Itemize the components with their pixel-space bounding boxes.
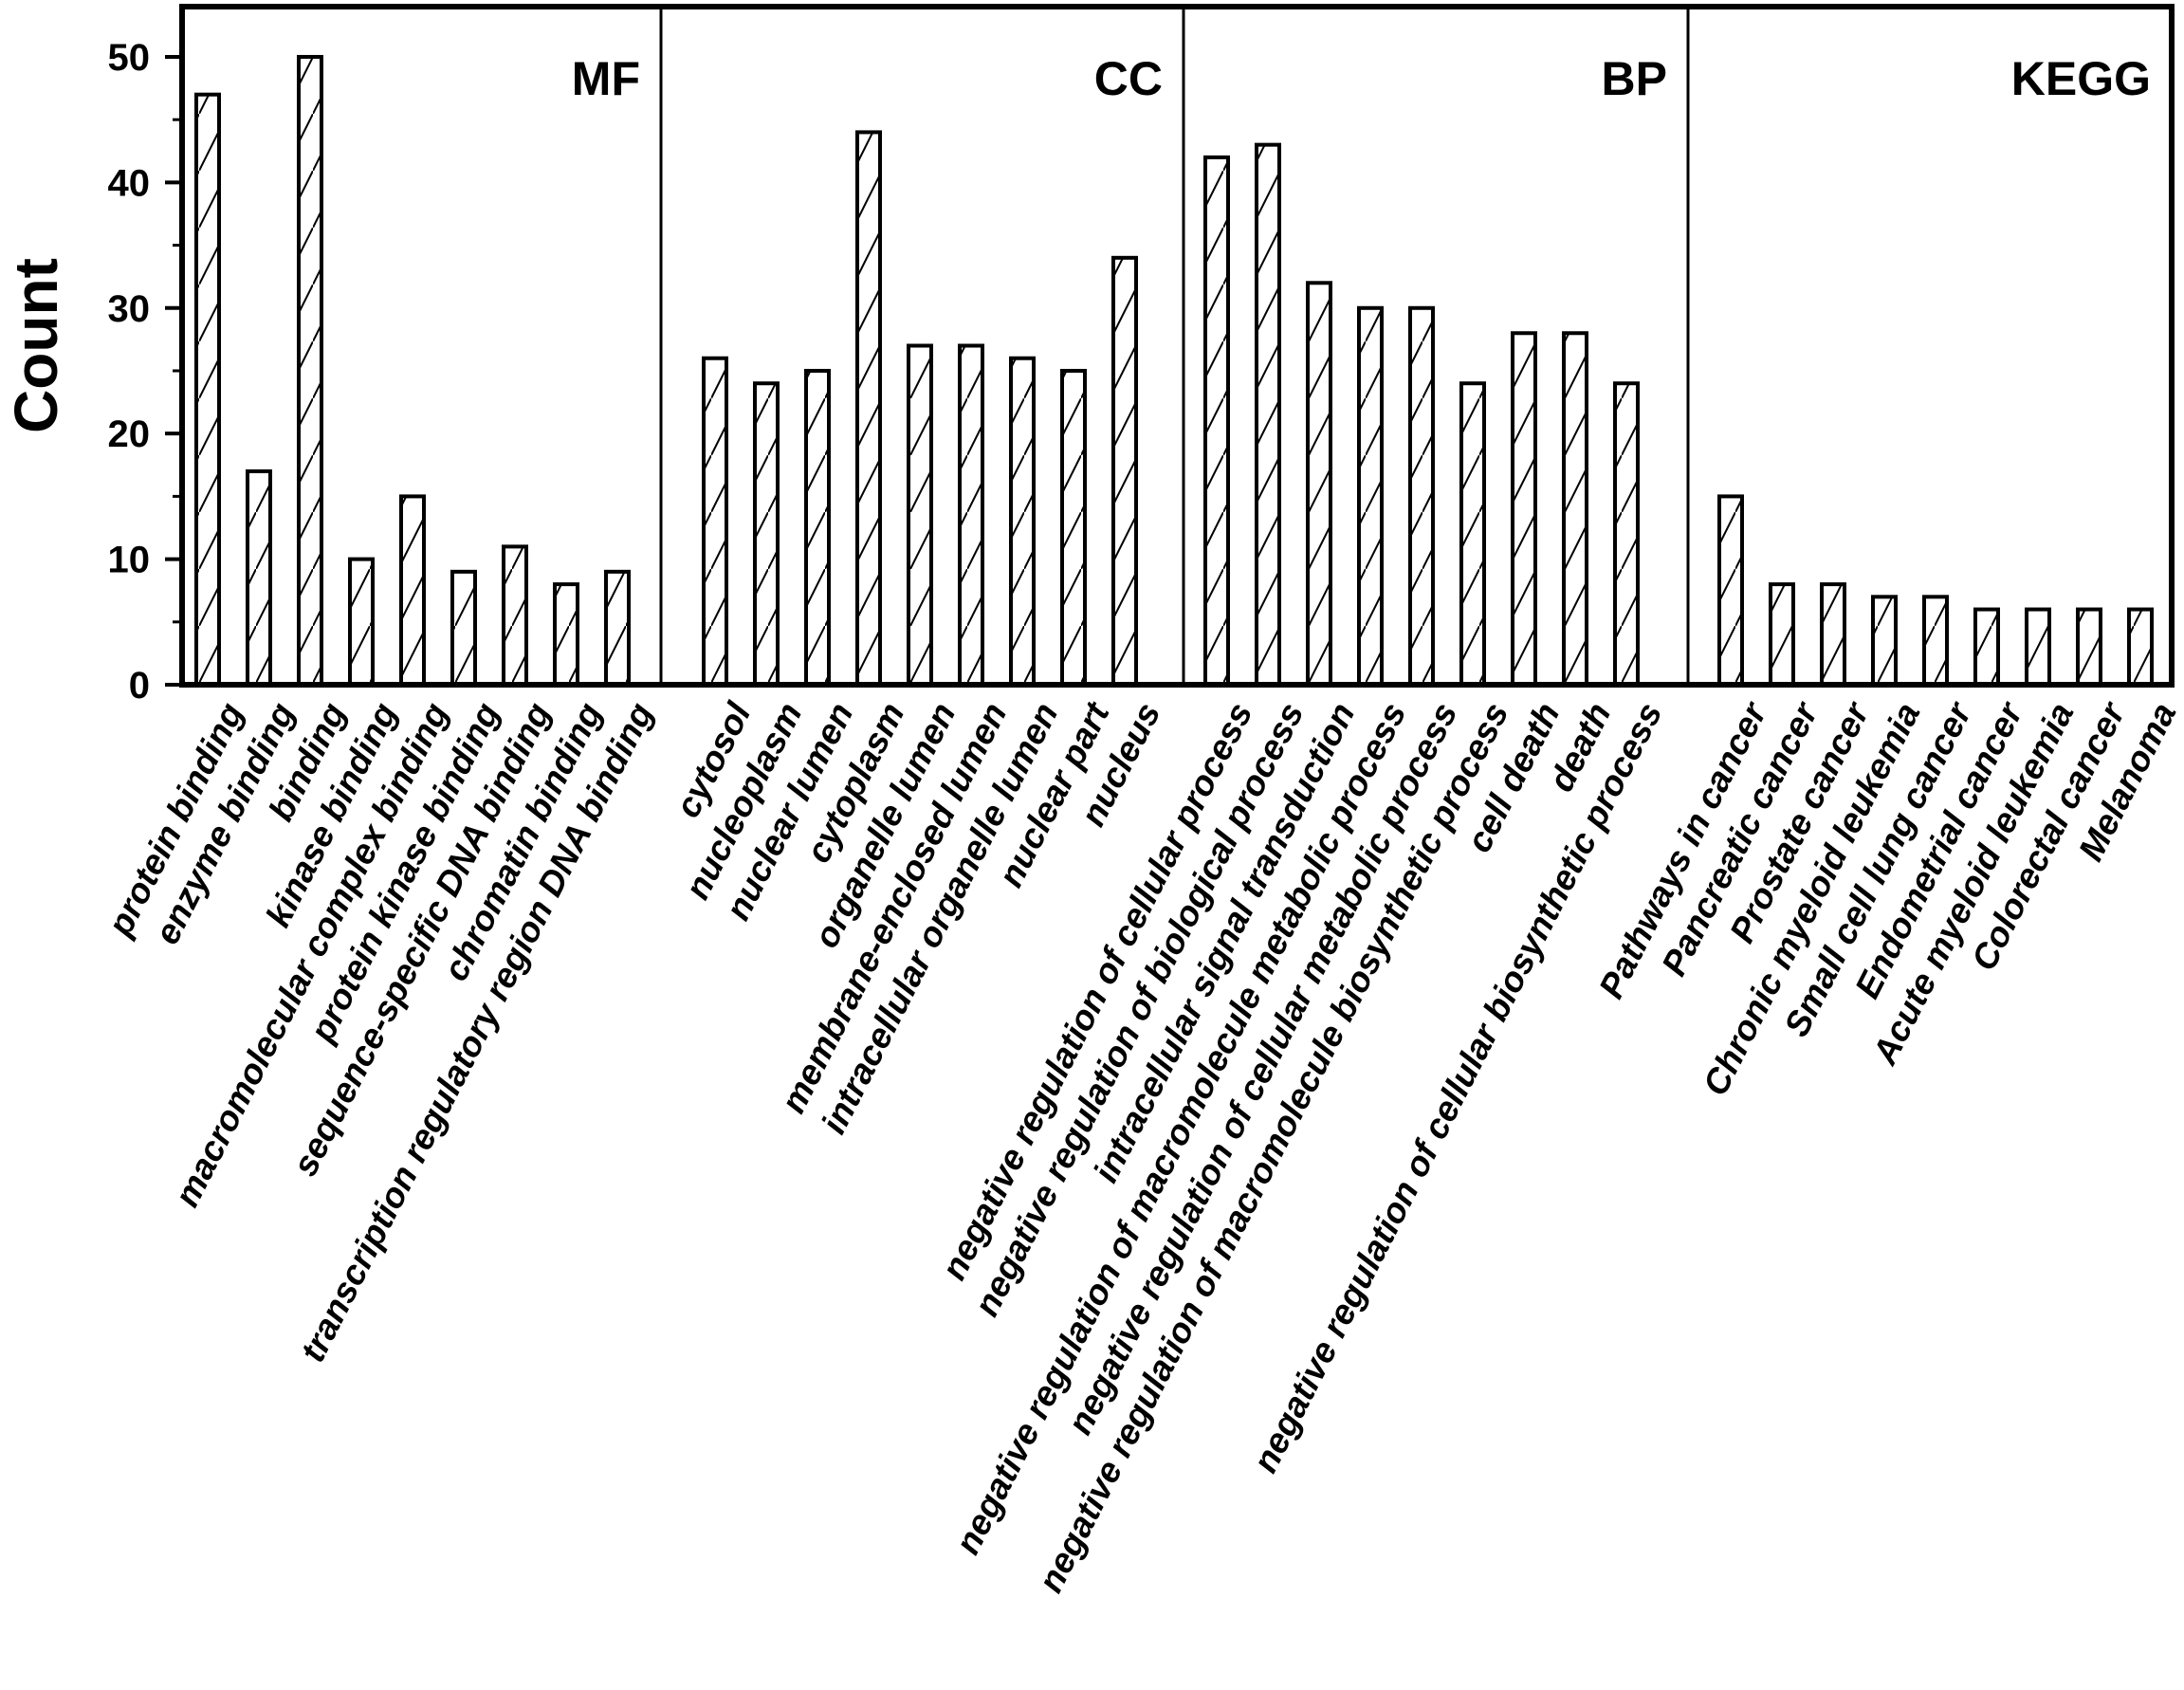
bar-cc-cytoplasm: [855, 130, 882, 687]
bar-mf-macromolecular-complex-binding: [399, 494, 426, 688]
bar-kegg-endometrial-cancer: [1973, 607, 2000, 687]
bar-mf-binding: [297, 54, 323, 688]
bar-bp-negative-regulation-of-cellular-process: [1203, 155, 1230, 687]
plot-frame: [179, 4, 2175, 688]
bar-mf-sequence-specific-dna-binding: [502, 544, 528, 688]
bar-bp-intracellular-signal-transduction: [1306, 281, 1332, 687]
bar-mf-chromatin-binding: [553, 582, 579, 688]
bar-cc-membrane-enclosed-lumen: [958, 343, 984, 687]
bar-kegg-melanoma: [2127, 607, 2154, 687]
bar-cc-cytosol: [702, 356, 728, 687]
bar-bp-cell-death: [1511, 331, 1537, 687]
bar-kegg-pancreatic-cancer: [1769, 582, 1795, 688]
bar-mf-enzyme-binding: [246, 468, 272, 687]
bar-bp-death: [1562, 331, 1588, 687]
bars-layer: [194, 54, 2154, 688]
bar-bp-negative-regulation-of-biological-process: [1255, 142, 1281, 688]
y-tick-label-30: 30: [108, 288, 151, 330]
bar-mf-protein-binding: [194, 92, 221, 688]
bar-cc-nucleoplasm: [753, 381, 780, 687]
bar-cc-nucleus: [1111, 255, 1138, 687]
bar-kegg-chronic-myeloid-leukemia: [1871, 595, 1898, 688]
bar-cc-nuclear-lumen: [804, 368, 831, 687]
y-tick-label-10: 10: [108, 540, 151, 581]
bar-kegg-pathways-in-cancer: [1717, 494, 1744, 688]
panel-title-cc: CC: [1094, 52, 1163, 105]
bar-cc-organelle-lumen: [907, 343, 933, 687]
axes-layer: [165, 4, 2175, 688]
bar-cc-nuclear-part: [1060, 368, 1087, 687]
bar-bp-negative-regulation-of-macromolecule-metabolic-process: [1357, 305, 1384, 687]
bar-mf-transcription-regulatory-region-dna-binding: [604, 569, 631, 687]
y-tick-label-20: 20: [108, 413, 151, 455]
bar-kegg-colorectal-cancer: [2076, 607, 2102, 687]
bar-kegg-acute-myeloid-leukemia: [2025, 607, 2051, 687]
bar-mf-protein-kinase-binding: [450, 569, 477, 687]
y-tick-label-40: 40: [108, 162, 151, 204]
bar-mf-kinase-binding: [348, 557, 375, 687]
panel-title-mf: MF: [572, 52, 640, 105]
bar-bp-negative-regulation-of-macromolecule-biosynthetic-process: [1459, 381, 1486, 687]
bar-bp-negative-regulation-of-cellular-metabolic-process: [1408, 305, 1435, 687]
y-tick-label-0: 0: [129, 665, 150, 707]
panel-title-bp: BP: [1602, 52, 1667, 105]
bar-bp-negative-regulation-of-cellular-biosynthetic-process: [1613, 381, 1640, 687]
bar-kegg-prostate-cancer: [1820, 582, 1846, 688]
y-tick-label-50: 50: [108, 37, 151, 79]
bar-kegg-small-cell-lung-cancer: [1922, 595, 1949, 688]
bar-cc-intracellular-organelle-lumen: [1009, 356, 1036, 687]
y-axis-label: Count: [2, 258, 70, 433]
panel-title-kegg: KEGG: [2011, 52, 2151, 105]
